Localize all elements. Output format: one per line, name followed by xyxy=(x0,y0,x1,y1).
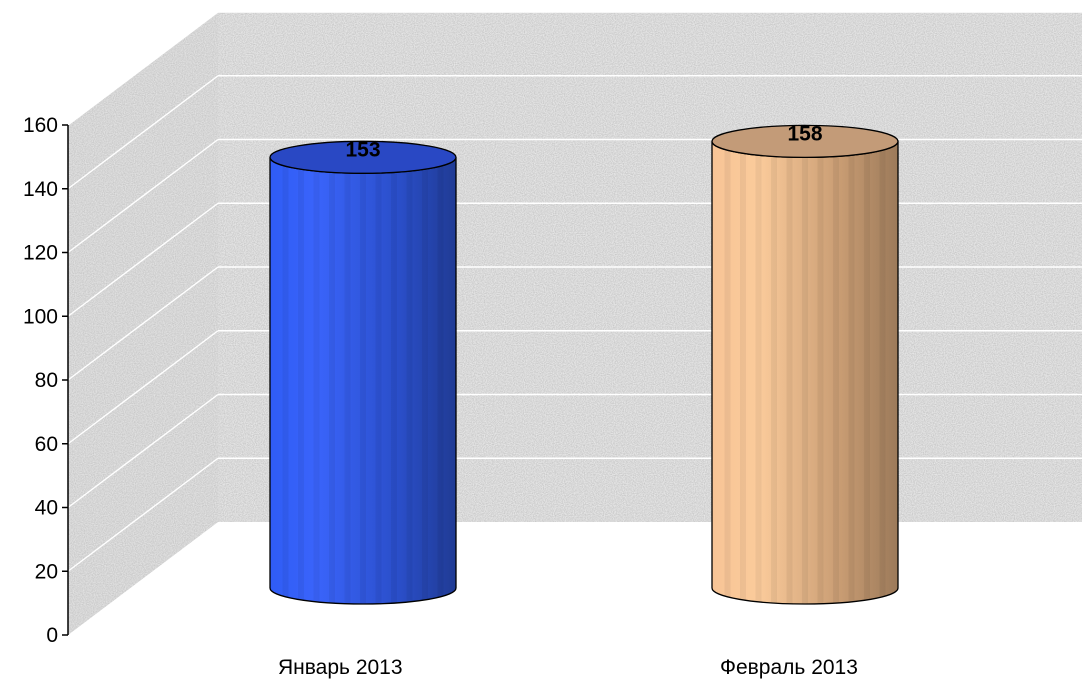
value-label: 153 xyxy=(345,138,380,161)
gridline-side xyxy=(67,457,219,572)
gridline-side xyxy=(67,138,219,254)
y-tick-label: 120 xyxy=(23,242,58,265)
gridline-side xyxy=(67,330,219,445)
gridline-side xyxy=(67,75,219,190)
gridline-side xyxy=(67,393,219,509)
gridline-side xyxy=(67,266,219,381)
gridline-side xyxy=(67,11,219,126)
chart-walls xyxy=(68,12,1082,635)
bars: 153 158 xyxy=(269,122,899,605)
y-tick-label: 0 xyxy=(46,624,58,647)
category-label: Январь 2013 xyxy=(278,656,403,679)
cylinder-top xyxy=(711,124,899,159)
cylinder-bar-2: 158 xyxy=(711,122,899,605)
y-tick-label: 20 xyxy=(35,560,58,583)
cylinder-top xyxy=(269,140,457,174)
y-tick-label: 80 xyxy=(35,369,58,392)
cylinder-bar-1: 153 xyxy=(269,138,457,605)
value-label: 158 xyxy=(787,122,822,145)
y-tick-label: 100 xyxy=(23,305,58,328)
y-tick-label: 60 xyxy=(35,433,58,456)
y-tick-label: 160 xyxy=(23,114,58,137)
y-axis: 0 20 40 60 80 100 120 140 160 xyxy=(23,114,69,647)
category-labels: Январь 2013 Февраль 2013 xyxy=(278,656,858,679)
y-tick-label: 140 xyxy=(23,178,58,201)
gridline-side xyxy=(67,202,219,317)
category-label: Февраль 2013 xyxy=(720,656,858,679)
y-tick-label: 40 xyxy=(35,497,58,520)
